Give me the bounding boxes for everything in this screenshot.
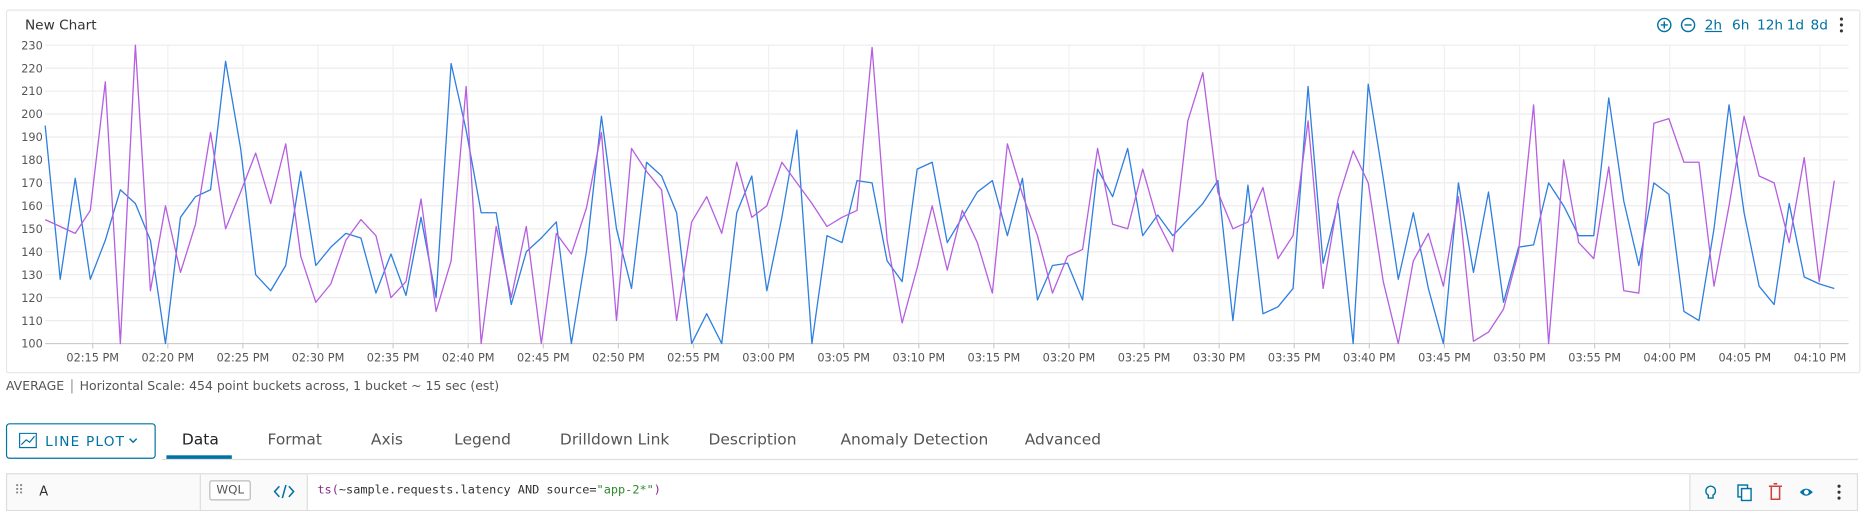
series-line xyxy=(44,44,1835,345)
zoom-in[interactable] xyxy=(1657,17,1672,33)
y-tick-label: 230 xyxy=(21,39,43,52)
y-tick-label: 200 xyxy=(21,108,43,121)
chevron xyxy=(129,438,138,444)
suggest[interactable] xyxy=(1705,485,1717,499)
time-range[interactable]: 12h xyxy=(1757,16,1784,34)
query-editor[interactable]: ts(~sample.requests.latency AND source="… xyxy=(306,474,1691,510)
tab[interactable]: Description xyxy=(708,431,797,450)
query-actions xyxy=(1705,483,1841,502)
drag-handle[interactable]: ⠿ xyxy=(14,482,24,499)
code-icon[interactable] xyxy=(273,484,295,499)
tab[interactable]: Axis xyxy=(370,431,403,450)
query-row: ⠿ A WQL ts(~sample.requests.latency AND … xyxy=(5,473,1859,511)
y-tick-label: 120 xyxy=(21,292,43,305)
x-tick-label: 02:35 PM xyxy=(367,351,420,364)
y-tick-label: 160 xyxy=(21,200,43,213)
x-tick-label: 02:55 PM xyxy=(667,351,720,364)
time-range[interactable]: 1d xyxy=(1786,16,1805,34)
plot-type-button[interactable]: LINE PLOT xyxy=(5,423,156,459)
chart-card xyxy=(5,9,1861,374)
x-tick-label: 03:50 PM xyxy=(1493,351,1546,364)
divider xyxy=(199,474,201,510)
duplicate[interactable] xyxy=(1737,484,1752,502)
tab-indicator xyxy=(166,455,232,459)
x-tick-label: 03:05 PM xyxy=(817,351,870,364)
tab[interactable]: Data xyxy=(181,431,219,450)
y-tick-label: 130 xyxy=(21,269,43,282)
x-tick-label: 03:25 PM xyxy=(1118,351,1171,364)
x-tick-label: 04:10 PM xyxy=(1794,351,1847,364)
y-tick-label: 110 xyxy=(21,315,43,328)
x-tick-label: 02:15 PM xyxy=(66,351,119,364)
summary-label: AVERAGE xyxy=(5,379,73,393)
x-tick-label: 03:45 PM xyxy=(1418,351,1471,364)
tab-divider xyxy=(161,458,1859,461)
toggle-visibility[interactable] xyxy=(1799,488,1813,496)
x-tick-label: 02:30 PM xyxy=(292,351,345,364)
chart-title: New Chart xyxy=(25,18,97,34)
x-tick-label: 02:25 PM xyxy=(217,351,270,364)
x-tick-label: 04:05 PM xyxy=(1718,351,1771,364)
query-text: ~sample.requests.latency AND source= xyxy=(338,483,597,497)
chart-menu[interactable] xyxy=(1839,17,1843,33)
x-tick-label: 03:20 PM xyxy=(1043,351,1096,364)
x-tick-label: 03:40 PM xyxy=(1343,351,1396,364)
tab[interactable]: Anomaly Detection xyxy=(840,431,989,450)
x-tick-label: 02:40 PM xyxy=(442,351,495,364)
series-line xyxy=(44,60,1835,345)
y-tick-label: 210 xyxy=(21,85,43,98)
query-function: ) xyxy=(653,483,661,497)
time-range[interactable]: 8d xyxy=(1810,16,1828,34)
time-range[interactable]: 6h xyxy=(1732,16,1750,34)
y-tick-label: 100 xyxy=(21,338,43,351)
y-tick-label: 180 xyxy=(21,154,43,167)
time-range[interactable]: 2h xyxy=(1704,16,1723,34)
y-tick-label: 220 xyxy=(21,62,43,75)
tab[interactable]: Format xyxy=(267,431,322,450)
plot-type: LINE PLOT xyxy=(45,432,126,450)
x-tick-label: 02:45 PM xyxy=(517,351,570,364)
x-tick-label: 03:30 PM xyxy=(1193,351,1246,364)
tab[interactable]: Legend xyxy=(454,431,511,450)
x-tick-label: 03:35 PM xyxy=(1268,351,1321,364)
query-menu[interactable] xyxy=(1837,484,1841,500)
query-function: ts( xyxy=(317,483,339,497)
y-tick-label: 140 xyxy=(21,246,43,259)
line-icon xyxy=(19,432,37,449)
x-tick-label: 03:55 PM xyxy=(1568,351,1621,364)
delete[interactable] xyxy=(1768,483,1782,501)
language[interactable]: WQL xyxy=(209,480,252,501)
y-tick-label: 170 xyxy=(21,177,43,190)
tab[interactable]: Advanced xyxy=(1024,431,1102,450)
query-expression: ts(~sample.requests.latency AND source="… xyxy=(317,484,661,497)
zoom-out[interactable] xyxy=(1680,17,1696,33)
x-tick-label: 03:15 PM xyxy=(968,351,1021,364)
x-tick-label: 02:50 PM xyxy=(592,351,645,364)
chart: New Chart 100 110 120 130 140 150 160 170 180 190… xyxy=(21,17,1849,364)
query-string: "app-2*" xyxy=(596,483,654,497)
x-tick-label: 03:10 PM xyxy=(892,351,945,364)
summary: AVERAGE Horizontal Scale: 454 point bucke… xyxy=(5,379,500,394)
y-tick-label: 190 xyxy=(21,131,43,144)
x-tick-label: 03:00 PM xyxy=(742,351,795,364)
y-tick-label: 150 xyxy=(21,223,43,236)
tab[interactable]: Drilldown Link xyxy=(559,431,670,450)
x-tick-label: 02:20 PM xyxy=(141,351,194,364)
query-name[interactable]: A xyxy=(39,483,49,500)
x-tick-label: 04:00 PM xyxy=(1643,351,1696,364)
summary-text: Horizontal Scale: 454 point buckets acro… xyxy=(79,379,500,394)
